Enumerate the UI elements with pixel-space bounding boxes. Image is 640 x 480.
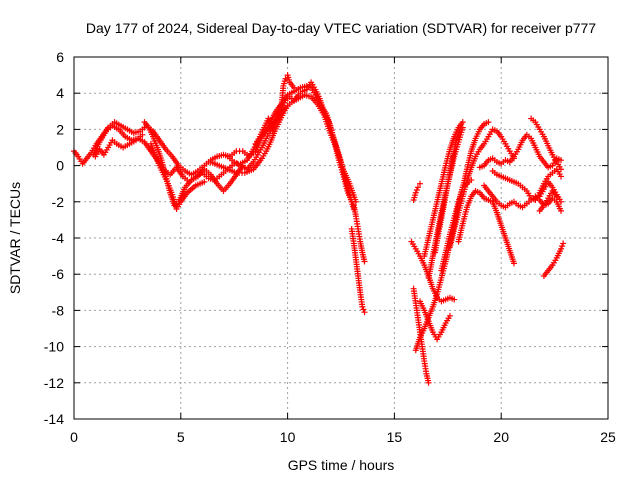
data-point xyxy=(558,245,565,252)
y-tick-label: -8 xyxy=(52,302,65,318)
data-point xyxy=(485,119,492,126)
axis-ticks: 0 5 10 15 20 25 -14 -12 -10 -8 -6 -4 -2 0 2 4 6 xyxy=(44,49,616,445)
data-point xyxy=(425,379,432,386)
data-point xyxy=(553,193,560,200)
data-point xyxy=(284,102,291,109)
y-tick-label: -10 xyxy=(44,339,64,355)
data-point xyxy=(360,306,367,313)
data-point xyxy=(282,75,289,82)
x-tick-label: 20 xyxy=(493,429,509,445)
data-point xyxy=(446,312,453,319)
x-tick-label: 25 xyxy=(600,429,616,445)
y-tick-label: 6 xyxy=(56,49,64,65)
x-tick-label: 15 xyxy=(387,429,403,445)
data-point xyxy=(560,240,567,247)
y-axis-label: SDTVAR / TECUs xyxy=(7,182,23,294)
data-point xyxy=(558,173,565,180)
data-point xyxy=(558,207,565,214)
y-tick-label: -6 xyxy=(52,266,65,282)
data-point xyxy=(414,184,421,191)
data-point xyxy=(359,303,366,310)
y-tick-label: -12 xyxy=(44,375,64,391)
data-point xyxy=(291,84,298,91)
data-point xyxy=(511,260,518,267)
data-point xyxy=(558,157,565,164)
data-point xyxy=(201,178,208,185)
y-tick-label: -2 xyxy=(52,194,65,210)
data-point xyxy=(457,124,464,131)
data-point xyxy=(412,189,419,196)
y-tick-label: 2 xyxy=(56,121,64,137)
data-point xyxy=(361,258,368,265)
data-point xyxy=(451,296,458,303)
y-tick-label: -4 xyxy=(52,230,65,246)
data-point xyxy=(559,243,566,250)
chart-title: Day 177 of 2024, Sidereal Day-to-day VTE… xyxy=(86,20,596,36)
x-axis-label: GPS time / hours xyxy=(288,457,395,473)
data-markers xyxy=(71,72,567,386)
y-tick-label: -14 xyxy=(44,411,64,427)
data-point xyxy=(139,131,146,138)
y-tick-label: 0 xyxy=(56,158,64,174)
x-tick-label: 10 xyxy=(280,429,296,445)
data-point xyxy=(459,119,466,126)
data-point xyxy=(361,309,368,316)
grid-lines xyxy=(74,57,608,419)
data-point xyxy=(267,128,274,135)
x-tick-label: 0 xyxy=(70,429,78,445)
data-point xyxy=(413,187,420,194)
x-tick-label: 5 xyxy=(177,429,185,445)
y-tick-label: 4 xyxy=(56,85,64,101)
data-point xyxy=(417,180,424,187)
